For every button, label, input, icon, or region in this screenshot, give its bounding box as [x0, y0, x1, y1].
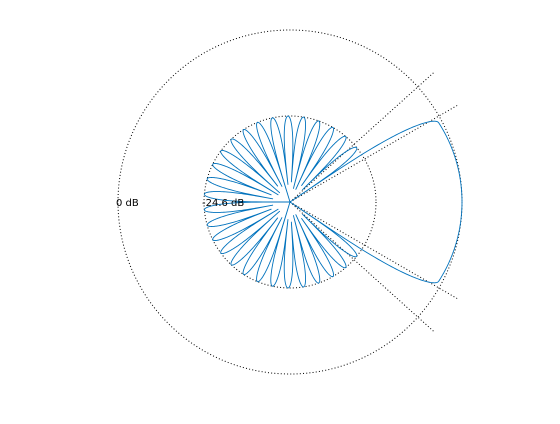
pattern-line — [203, 115, 463, 289]
boundary-line-upper-0 — [289, 104, 460, 203]
ring-label-inner: -24.6 dB — [202, 198, 244, 209]
boundary-line-lower-0 — [289, 201, 460, 300]
pattern-series — [203, 115, 463, 289]
ring-label-outer: 0 dB — [116, 198, 139, 209]
boundary-line-lower-1 — [289, 201, 436, 333]
boundary-line-upper-1 — [289, 71, 436, 203]
ring-labels: 0 dB -24.6 dB — [116, 198, 244, 209]
grid-ring-1 — [203, 115, 377, 289]
